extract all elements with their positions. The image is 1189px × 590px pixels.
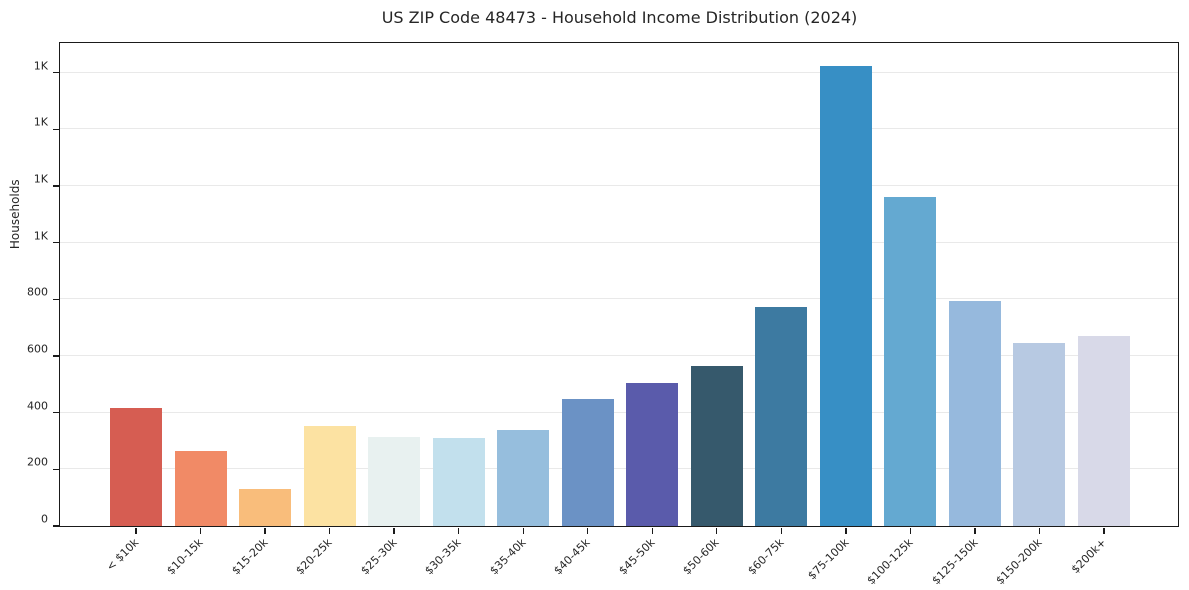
y-tick-mark xyxy=(53,72,59,74)
x-tick-mark xyxy=(457,528,460,534)
x-tick-label: $40-45k xyxy=(551,536,593,578)
bar-200k xyxy=(1078,335,1130,526)
bar-25-30k xyxy=(368,437,421,526)
x-tick-mark xyxy=(909,528,912,534)
x-tick-mark xyxy=(974,528,976,534)
x-tick-mark xyxy=(1103,528,1105,534)
bar-50-60k xyxy=(690,366,743,526)
bar-75-100k xyxy=(819,66,872,526)
x-tick-label: $15-20k xyxy=(229,536,271,578)
x-tick-label: < $10k xyxy=(103,536,142,574)
x-tick-mark xyxy=(1038,528,1041,534)
bar-45-50k xyxy=(626,383,679,526)
x-tick-label: $45-50k xyxy=(616,536,658,578)
y-tick-mark xyxy=(53,185,59,187)
gridline-y-200 xyxy=(60,468,1178,470)
y-tick-label: 600 xyxy=(27,342,48,356)
y-tick-mark xyxy=(53,525,59,527)
bar-150-200k xyxy=(1013,343,1066,526)
x-tick-mark xyxy=(651,528,653,534)
x-tick-label: $75-100k xyxy=(804,536,852,583)
x-tick-label: $100-125k xyxy=(864,536,916,588)
y-tick-label: 1K xyxy=(33,115,48,129)
x-tick-mark xyxy=(716,528,718,534)
x-tick-mark xyxy=(780,528,783,534)
y-tick-mark xyxy=(53,128,59,131)
y-tick-mark xyxy=(53,468,59,471)
x-tick-label: $50-60k xyxy=(680,536,723,578)
x-tick-label: $35-40k xyxy=(487,536,529,578)
y-tick-mark xyxy=(53,412,59,414)
gridline-y-600 xyxy=(60,354,1178,357)
chart-title: US ZIP Code 48473 - Household Income Dis… xyxy=(381,8,858,27)
bar-40-45k xyxy=(561,399,614,526)
y-tick-mark xyxy=(53,242,59,244)
x-tick-mark xyxy=(587,528,589,534)
bar-35-40k xyxy=(497,430,550,526)
bar-100-125k xyxy=(884,196,937,526)
bar-10k xyxy=(110,408,162,526)
bar-15-20k xyxy=(239,489,292,526)
plot-area: 0 200 400 600 800 1K 1K 1K 1K < $10k $10-15k $15-20… xyxy=(27,42,1179,587)
gridline-y-1200 xyxy=(60,184,1178,187)
x-tick-label: $150-200k xyxy=(993,536,1045,588)
x-tick-mark xyxy=(328,528,331,534)
gridline-y-800 xyxy=(60,298,1178,300)
y-tick-label: 1K xyxy=(33,172,48,186)
x-tick-label: $20-25k xyxy=(293,536,335,578)
bar-20-25k xyxy=(303,426,356,526)
x-tick-mark xyxy=(393,528,395,534)
bar-30-35k xyxy=(432,438,485,526)
x-tick-mark xyxy=(264,528,266,534)
x-tick-label: $60-75k xyxy=(745,536,787,578)
x-tick-label: $25-30k xyxy=(358,536,400,578)
gridline-y-1600 xyxy=(60,71,1178,73)
y-tick-label: 200 xyxy=(27,455,48,469)
y-tick-label: 1K xyxy=(33,59,48,73)
y-tick-label: 800 xyxy=(27,285,48,299)
x-tick-mark xyxy=(135,528,137,534)
y-tick-mark xyxy=(53,298,59,301)
bar-125-150k xyxy=(948,301,1001,526)
y-tick-label: 0 xyxy=(41,512,48,526)
gridline-y-1400 xyxy=(60,128,1178,130)
gridline-y-1000 xyxy=(60,241,1178,243)
x-tick-label: $30-35k xyxy=(422,536,464,578)
gridline-y-400 xyxy=(60,411,1178,413)
bar-60-75k xyxy=(755,307,808,526)
x-tick-label: $10-15k xyxy=(164,536,206,578)
bar-10-15k xyxy=(174,450,227,526)
y-tick-label: 400 xyxy=(27,399,48,413)
x-tick-label: $200k+ xyxy=(1069,536,1110,577)
x-tick-mark xyxy=(522,528,524,534)
x-tick-mark xyxy=(199,528,202,534)
y-tick-label: 1K xyxy=(33,229,48,243)
y-tick-mark xyxy=(53,355,59,357)
x-tick-mark xyxy=(845,528,847,534)
x-tick-label: $125-150k xyxy=(928,536,981,588)
